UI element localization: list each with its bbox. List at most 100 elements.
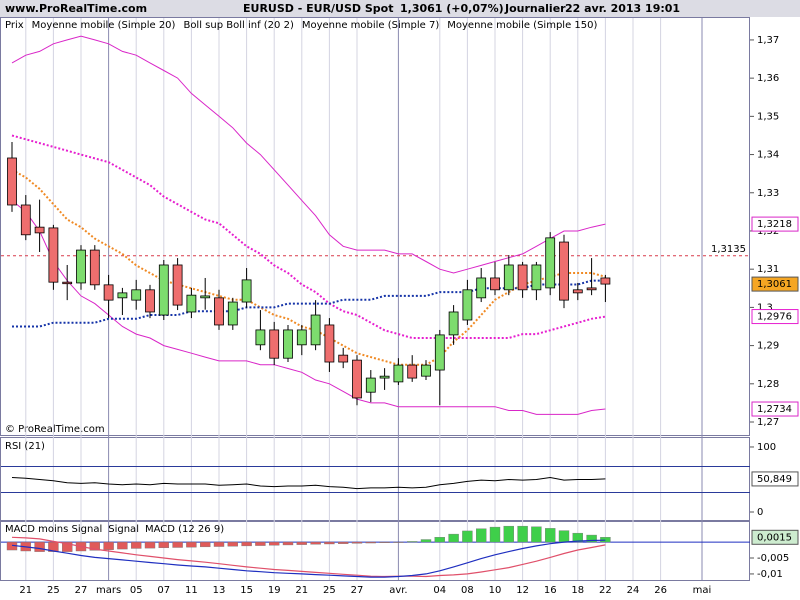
macd-histogram-bar [531, 526, 542, 543]
price-label-box [751, 471, 799, 487]
macd-histogram-bar [158, 541, 170, 549]
macd-histogram-bar [324, 541, 335, 545]
x-tick-label: avr. [389, 585, 407, 596]
macd-histogram-bar [48, 541, 59, 552]
candle-body [131, 289, 142, 301]
macd-histogram-bar [503, 525, 514, 543]
moving-average [11, 134, 606, 339]
candle-body [158, 264, 169, 316]
candle-body [117, 292, 128, 299]
macd-histogram-bar [172, 541, 183, 548]
candle-body [517, 264, 528, 291]
candle-body [462, 289, 473, 321]
x-tick-label: 26 [654, 585, 667, 596]
candle-body [310, 314, 321, 346]
x-tick-label: 27 [75, 585, 88, 596]
site: www.ProRealTime.com [5, 2, 147, 15]
candle-body [531, 264, 542, 291]
y-tick-label: 1,29 [757, 341, 779, 352]
y-tick-label: 1,34 [757, 150, 779, 161]
macd-histogram-bar [186, 541, 197, 548]
price-label: 1,2976 [757, 312, 792, 323]
candle-body [76, 249, 86, 284]
macd-histogram-bar [144, 541, 156, 549]
y-tick-label: 1,35 [757, 111, 779, 122]
price-label-box [751, 216, 799, 232]
candle-body [407, 364, 418, 379]
footer: © ProRealTime.com [5, 424, 105, 435]
macd-legend: Signal [108, 524, 139, 535]
moving-average [11, 168, 606, 366]
x-tick-label: 07 [157, 585, 170, 596]
quote: 1,3061 (+0,07%) [400, 2, 504, 15]
x-tick-label: 08 [461, 585, 474, 596]
macd-histogram-bar [586, 534, 597, 543]
instrument: EURUSD - EUR/USD Spot [243, 2, 394, 15]
macd-histogram-bar [365, 541, 376, 544]
x-tick-label: 25 [47, 585, 60, 596]
candle-body [545, 237, 556, 289]
y-tick-label: 100 [757, 442, 776, 453]
price-label: 1,3061 [757, 279, 792, 290]
candle-body [365, 377, 376, 393]
macd-histogram-bar [476, 528, 487, 543]
y-tick-label: -0,01 [757, 569, 783, 580]
x-tick-label: mars [96, 585, 121, 596]
macd-histogram-bar [255, 541, 266, 546]
legend-entry: Prix [5, 20, 24, 31]
macd-histogram-bar [462, 530, 473, 543]
candle-body [393, 364, 404, 383]
x-tick-label: 21 [19, 585, 32, 596]
price-label-box [751, 529, 799, 545]
macd-histogram-bar [600, 537, 611, 543]
reference-label: 1,3135 [711, 244, 746, 255]
rsi-line [11, 476, 606, 490]
macd-histogram-bar [241, 541, 252, 547]
macd-histogram-bar [199, 541, 211, 548]
period: Journalier [504, 2, 566, 15]
macd-histogram-bar [269, 541, 280, 546]
candle-body [214, 297, 224, 326]
macd-histogram-bar [393, 541, 404, 543]
macd-legend: MACD moins Signal [5, 524, 102, 535]
price-label-box [751, 309, 799, 325]
macd-histogram-bar [489, 526, 501, 543]
x-tick-label: mai [693, 585, 712, 596]
macd-histogram-bar [310, 541, 321, 545]
x-tick-label: 21 [295, 585, 308, 596]
candle-body [255, 329, 266, 346]
candle-body [434, 334, 445, 371]
macd-histogram-bar [545, 528, 556, 543]
candle-body [48, 227, 59, 283]
candle-body [34, 226, 45, 234]
macd-histogram-bar [213, 541, 225, 547]
price-label-box [751, 276, 799, 292]
macd-line [11, 539, 606, 578]
candle-body [600, 277, 611, 285]
price-label: 1,2734 [757, 404, 792, 415]
candle-body [62, 281, 73, 285]
x-tick-label: 12 [516, 585, 529, 596]
x-tick-label: 13 [213, 585, 226, 596]
legend-entry: Moyenne mobile (Simple 7) [302, 20, 440, 31]
candle-body [586, 287, 597, 291]
y-tick-label: 1,27 [757, 417, 779, 428]
header-bar [0, 0, 800, 17]
macd-histogram-bar [572, 532, 583, 543]
x-tick-label: 10 [489, 585, 502, 596]
bollinger-lower [11, 200, 606, 415]
x-tick-label: 25 [323, 585, 336, 596]
y-tick-label: 1,28 [757, 379, 779, 390]
candle-body [379, 375, 390, 379]
candle-body [7, 157, 17, 206]
macd-histogram-bar [407, 541, 418, 543]
macd-histogram-bar [89, 541, 101, 551]
candle-body [476, 277, 487, 299]
price-label: 1,3218 [757, 219, 792, 230]
candle-body [227, 301, 238, 326]
candle-body [103, 284, 114, 301]
candle-body [324, 324, 335, 363]
bollinger-upper [11, 35, 606, 274]
x-tick-label: 15 [240, 585, 253, 596]
